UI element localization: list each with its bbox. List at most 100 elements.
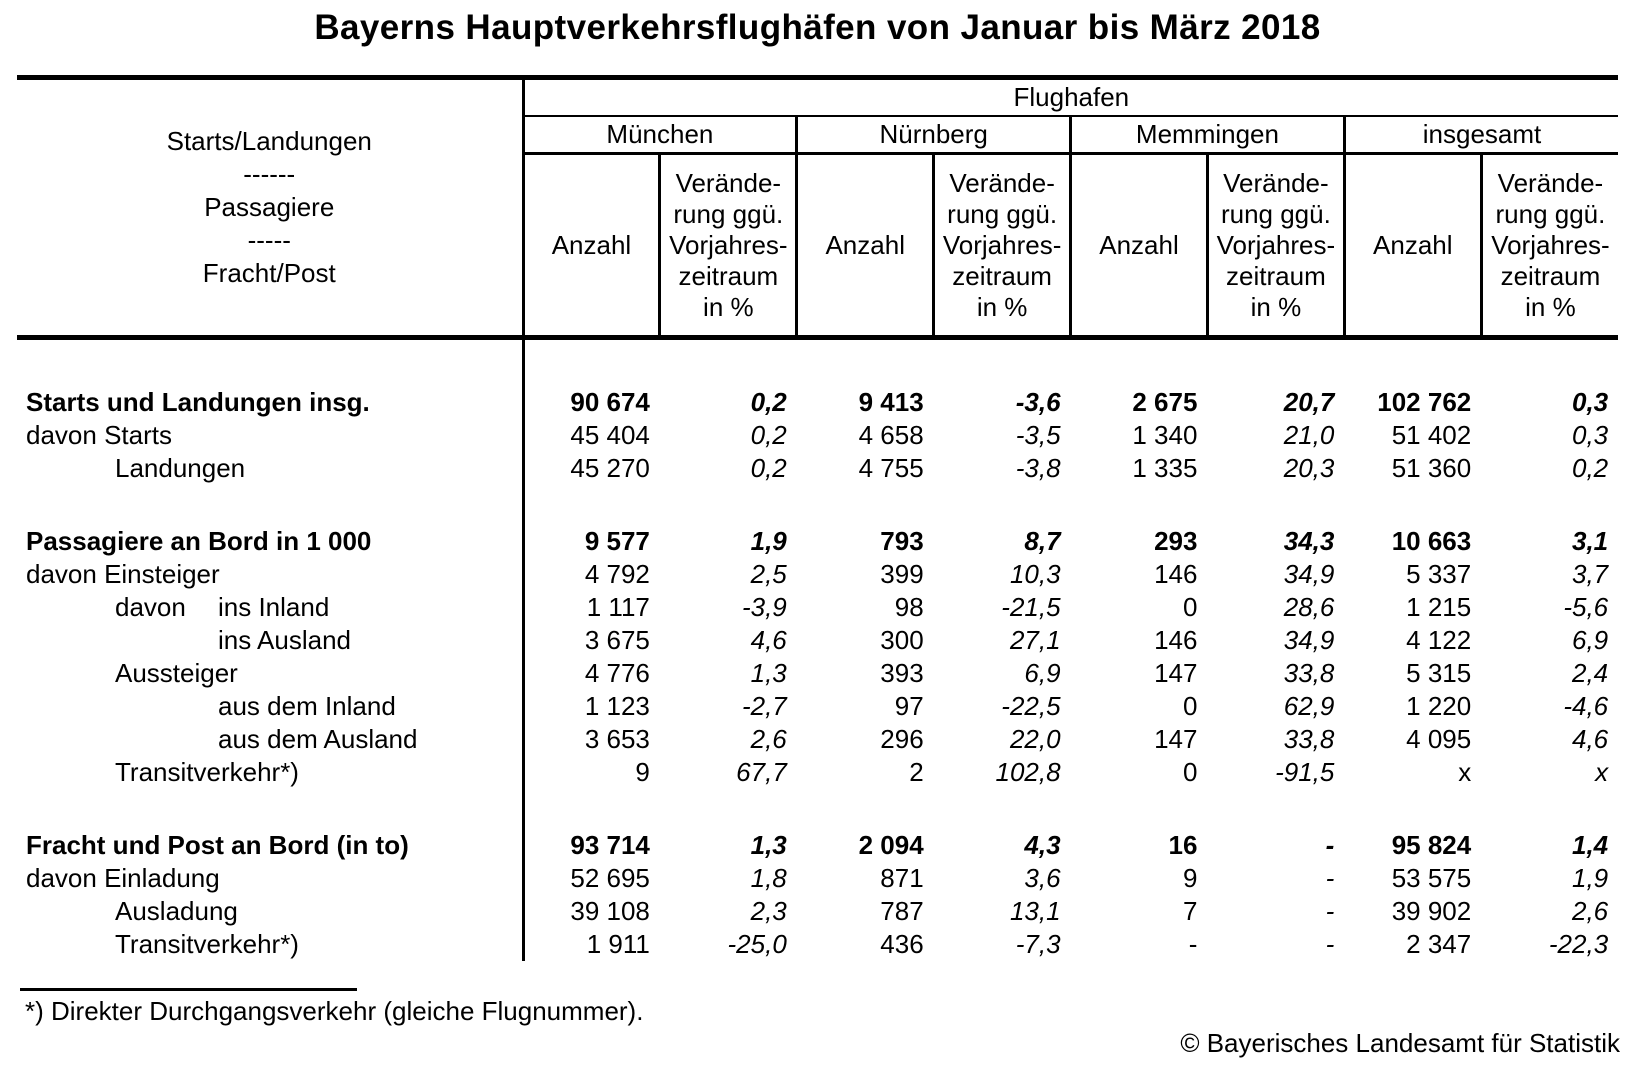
change-cell: 1,9: [1572, 863, 1609, 893]
change-cell: 67,7: [736, 757, 787, 787]
row-label: ins Ausland: [17, 624, 525, 657]
table-row: ins Ausland 3 675 4,6 300 27,1 146 34,9 4 122 6,…: [17, 624, 1618, 657]
change-cell: 3,6: [1024, 863, 1061, 893]
change-cell: 1,4: [1572, 830, 1609, 860]
change-cell: 20,3: [1283, 453, 1335, 483]
change-cell: 62,9: [1283, 691, 1335, 721]
row-label: Transitverkehr*): [17, 928, 525, 961]
change-cell: 4,3: [1024, 830, 1061, 860]
change-cell: 22,0: [1009, 724, 1061, 754]
change-cell: -5,6: [1563, 592, 1609, 622]
anzahl-cell: -: [1188, 929, 1198, 959]
anzahl-cell: 146: [1154, 559, 1198, 589]
change-cell: 0,2: [1572, 453, 1609, 483]
anzahl-cell: 871: [880, 863, 924, 893]
spacer-cell: [523, 338, 1618, 387]
change-cell: 6,9: [1572, 625, 1609, 655]
row-label: davon Einladung: [17, 862, 525, 895]
change-cell: 27,1: [1009, 625, 1061, 655]
anzahl-cell: 146: [1154, 625, 1198, 655]
anzahl-cell: 95 824: [1391, 830, 1472, 860]
airport-header-4: insgesamt: [1342, 116, 1619, 155]
change-cell: 0,3: [1572, 387, 1609, 417]
row-label: Landungen: [17, 452, 525, 485]
table-row: Fracht und Post an Bord (in to) 93 714 1,3…: [17, 829, 1618, 862]
row-label: Ausladung: [17, 895, 525, 928]
anzahl-header-4: Anzahl: [1342, 153, 1482, 340]
anzahl-cell: 2 347: [1406, 929, 1472, 959]
change-cell: 2,5: [750, 559, 787, 589]
change-cell: -3,5: [1015, 420, 1061, 450]
row-label: Fracht und Post an Bord (in to): [17, 829, 525, 862]
change-cell: 0,2: [750, 453, 787, 483]
change-cell: 13,1: [1009, 896, 1061, 926]
anzahl-cell: 39 108: [570, 896, 650, 926]
change-cell: 2,6: [750, 724, 787, 754]
change-cell: -2,7: [741, 691, 787, 721]
row-label: Starts und Landungen insg.: [17, 386, 525, 419]
change-header-2: Verände- rung ggü. Vorjahres- zeitraum i…: [932, 153, 1071, 340]
anzahl-cell: 436: [880, 929, 924, 959]
anzahl-cell: 53 575: [1391, 863, 1472, 893]
change-cell: 21,0: [1283, 420, 1335, 450]
change-cell: 2,4: [1572, 658, 1609, 688]
change-cell: 1,9: [750, 526, 787, 556]
anzahl-cell: 5 337: [1406, 559, 1472, 589]
anzahl-cell: 793: [880, 526, 924, 556]
anzahl-cell: 98: [894, 592, 924, 622]
anzahl-cell: 393: [880, 658, 924, 688]
change-cell: 4,6: [750, 625, 787, 655]
change-cell: 2,6: [1572, 896, 1609, 926]
row-label-prefix: davon: [115, 592, 186, 622]
change-cell: 33,8: [1283, 724, 1335, 754]
anzahl-cell: 1 117: [586, 592, 650, 622]
table-row: davon Einladung 52 695 1,8 871 3,6 9 - 53 575 1,…: [17, 862, 1618, 895]
group-header-row: Starts/Landungen ------ Passagiere -----…: [17, 77, 1619, 340]
change-cell: 0,2: [750, 420, 787, 450]
change-header-3: Verände- rung ggü. Vorjahres- zeitraum i…: [1205, 153, 1345, 340]
change-header-1: Verände- rung ggü. Vorjahres- zeitraum i…: [658, 153, 797, 340]
change-cell: 1,3: [750, 830, 787, 860]
change-cell: 102,8: [995, 757, 1061, 787]
row-label: davon Einsteiger: [17, 558, 525, 591]
anzahl-cell: 2 094: [858, 830, 924, 860]
anzahl-cell: 3 653: [584, 724, 650, 754]
anzahl-cell: 9 413: [858, 387, 924, 417]
anzahl-cell: 90 674: [570, 387, 650, 417]
anzahl-cell: 4 095: [1406, 724, 1472, 754]
row-label: davon ins Inland: [17, 591, 525, 624]
change-cell: -25,0: [727, 929, 787, 959]
anzahl-cell: 97: [894, 691, 924, 721]
anzahl-cell: 4 792: [584, 559, 650, 589]
airport-header-row: München Nürnberg Memmingen insgesamt: [17, 116, 1619, 155]
change-cell: -22,3: [1548, 929, 1609, 959]
table-row: Starts und Landungen insg. 90 674 0,2 9 413…: [17, 386, 1618, 419]
anzahl-cell: 787: [880, 896, 924, 926]
anzahl-cell: 45 404: [570, 420, 650, 450]
change-cell: 3,7: [1572, 559, 1609, 589]
row-label: Passagiere an Bord in 1 000: [17, 525, 525, 558]
change-cell: 34,9: [1283, 559, 1335, 589]
flughafen-header: Flughafen: [523, 77, 1619, 117]
anzahl-cell: 7: [1182, 896, 1198, 926]
spacer-row: [17, 485, 1618, 525]
anzahl-cell: 5 315: [1406, 658, 1472, 688]
change-cell: -: [1325, 929, 1335, 959]
change-cell: -: [1325, 830, 1335, 860]
anzahl-cell: 1 335: [1132, 453, 1198, 483]
anzahl-cell: 4 776: [584, 658, 650, 688]
change-cell: -22,5: [1001, 691, 1061, 721]
change-cell: 8,7: [1024, 526, 1061, 556]
table-row: Landungen 45 270 0,2 4 755 -3,8 1 335 20,3 51 3…: [17, 452, 1618, 485]
change-cell: -: [1325, 863, 1335, 893]
table-row: aus dem Ausland 3 653 2,6 296 22,0 147 33,8 4 0…: [17, 723, 1618, 756]
anzahl-cell: 52 695: [570, 863, 650, 893]
spacer-stub-cell: [17, 337, 525, 386]
change-cell: -3,6: [1015, 387, 1061, 417]
row-label: aus dem Ausland: [17, 723, 525, 756]
spacer-stub-cell: [17, 789, 525, 829]
footnote: *) Direkter Durchgangsverkehr (gleiche F…: [25, 996, 644, 1026]
airport-statistics-table: Starts/Landungen ------ Passagiere -----…: [17, 75, 1619, 961]
anzahl-cell: 0: [1182, 592, 1198, 622]
